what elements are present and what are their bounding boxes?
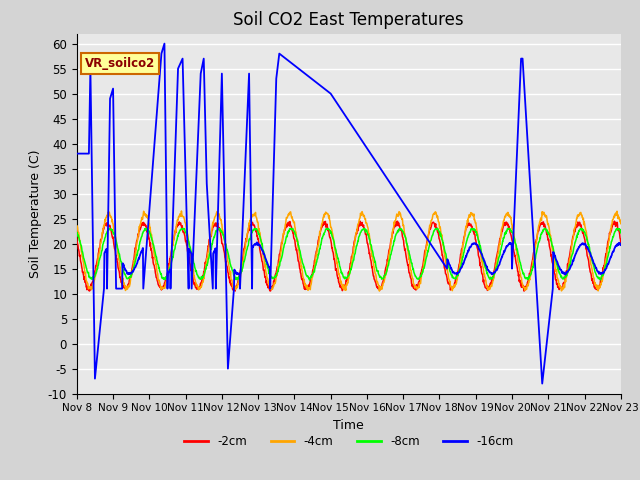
- X-axis label: Time: Time: [333, 419, 364, 432]
- Text: VR_soilco2: VR_soilco2: [85, 57, 156, 70]
- Y-axis label: Soil Temperature (C): Soil Temperature (C): [29, 149, 42, 278]
- Title: Soil CO2 East Temperatures: Soil CO2 East Temperatures: [234, 11, 464, 29]
- Legend: -2cm, -4cm, -8cm, -16cm: -2cm, -4cm, -8cm, -16cm: [179, 430, 518, 453]
